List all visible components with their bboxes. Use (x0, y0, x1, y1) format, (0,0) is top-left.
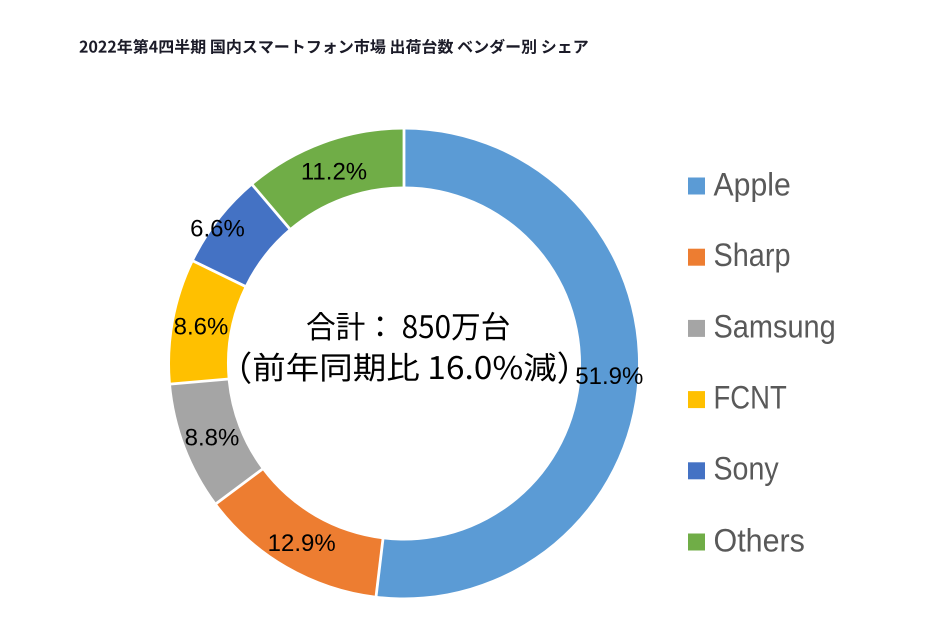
svg-text:Apple: Apple (714, 167, 791, 203)
svg-text:51.9%: 51.9% (575, 363, 643, 390)
svg-text:8.6%: 8.6% (174, 314, 229, 341)
svg-text:Sharp: Sharp (714, 238, 791, 274)
svg-text:Samsung: Samsung (714, 309, 836, 345)
svg-text:Sony: Sony (714, 452, 780, 487)
svg-text:FCNT: FCNT (714, 380, 787, 415)
svg-text:11.2%: 11.2% (301, 159, 367, 186)
svg-text:Others: Others (714, 523, 805, 559)
svg-text:8.8%: 8.8% (185, 425, 240, 452)
svg-text:6.6%: 6.6% (190, 216, 245, 243)
svg-text:12.9%: 12.9% (268, 530, 336, 557)
